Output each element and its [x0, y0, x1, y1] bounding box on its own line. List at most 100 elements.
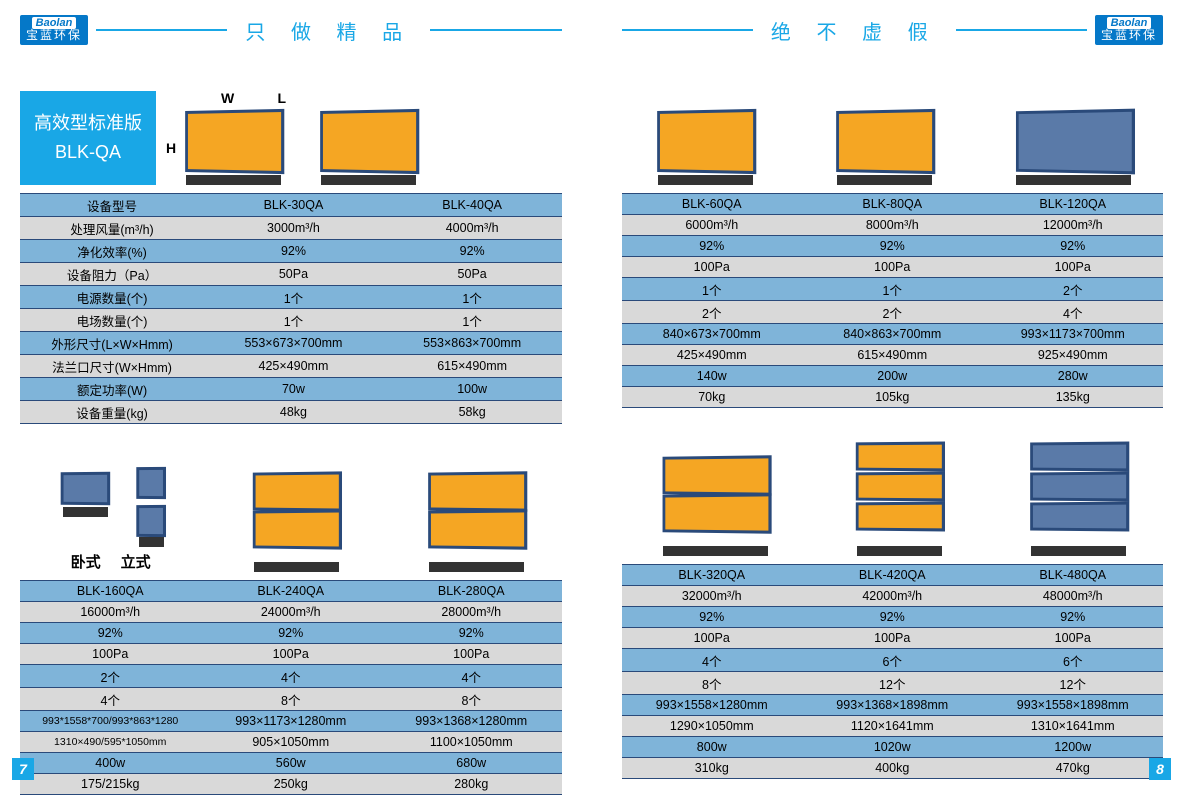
brand-logo: Baolan 宝蓝环保	[20, 15, 88, 44]
page-number-right: 8	[1149, 758, 1171, 780]
cell: 100Pa	[622, 257, 803, 278]
cell: 553×863×700mm	[383, 332, 562, 355]
cell: 1310×490/595*1050mm	[20, 732, 201, 753]
equipment-image	[842, 436, 952, 556]
cell: 1100×1050mm	[381, 732, 562, 753]
left-header: Baolan 宝蓝环保 只 做 精 品	[20, 10, 562, 50]
equipment-image	[1016, 436, 1136, 556]
cell: 12个	[802, 672, 983, 695]
row-label: 设备型号	[20, 194, 204, 217]
cell: 2个	[622, 301, 803, 324]
cell: 993×1368×1280mm	[381, 711, 562, 732]
cell: 470kg	[983, 758, 1164, 779]
right-page: 绝 不 虚 假 Baolan 宝蓝环保 BLK-60QABLK-80QABLK-…	[592, 0, 1183, 792]
cell: 400w	[20, 753, 201, 774]
brand-logo: Baolan 宝蓝环保	[1095, 15, 1163, 44]
cell: 1120×1641mm	[802, 716, 983, 737]
equipment-image	[124, 457, 174, 547]
cell: 8个	[201, 688, 382, 711]
cell: 280w	[983, 366, 1164, 387]
cell: 993×1368×1898mm	[802, 695, 983, 716]
cell: 58kg	[383, 401, 562, 424]
left-page: Baolan 宝蓝环保 只 做 精 品 高效型标准版 BLK-QA W L H	[0, 0, 592, 792]
product-row-a: 高效型标准版 BLK-QA W L H	[20, 65, 562, 185]
cell: 100Pa	[802, 257, 983, 278]
cell: 925×490mm	[983, 345, 1164, 366]
cell: 12000m³/h	[983, 215, 1164, 236]
product-title-1: 高效型标准版	[34, 109, 142, 138]
cell: 2个	[20, 665, 201, 688]
cell: 4个	[20, 688, 201, 711]
cell: BLK-120QA	[983, 194, 1164, 215]
label-horizontal: 卧式	[71, 551, 101, 572]
cell: BLK-30QA	[204, 194, 383, 217]
cell: 1个	[383, 286, 562, 309]
cell: 4个	[201, 665, 382, 688]
spec-table-d: BLK-320QABLK-420QABLK-480QA 32000m³/h420…	[622, 564, 1164, 779]
row-label: 额定功率(W)	[20, 378, 204, 401]
equipment-image	[1001, 95, 1141, 185]
equipment-image	[648, 446, 778, 556]
dim-label-w: W	[221, 90, 234, 106]
equipment-image	[414, 462, 534, 572]
product-row-b	[622, 65, 1164, 185]
cell: BLK-40QA	[383, 194, 562, 217]
cell: 1个	[622, 278, 803, 301]
cell: 100Pa	[201, 644, 382, 665]
cell: 425×490mm	[204, 355, 383, 378]
cell: 310kg	[622, 758, 803, 779]
equipment-image	[48, 457, 118, 517]
cell: 92%	[983, 607, 1164, 628]
cell: 425×490mm	[622, 345, 803, 366]
cell: 1个	[204, 309, 383, 332]
cell: 993×1173×1280mm	[201, 711, 382, 732]
spec-table-b: BLK-60QABLK-80QABLK-120QA 6000m³/h8000m³…	[622, 193, 1164, 408]
header-rule	[622, 29, 753, 31]
header-rule	[430, 29, 561, 31]
cell: 6000m³/h	[622, 215, 803, 236]
equipment-image	[822, 95, 942, 185]
cell: 2个	[802, 301, 983, 324]
cell: 12个	[983, 672, 1164, 695]
cell: 1020w	[802, 737, 983, 758]
cell: 1310×1641mm	[983, 716, 1164, 737]
right-slogan: 绝 不 虚 假	[761, 16, 948, 45]
cell: 92%	[622, 607, 803, 628]
cell: 4个	[381, 665, 562, 688]
cell: 92%	[201, 623, 382, 644]
cell: 680w	[381, 753, 562, 774]
cell: 100Pa	[622, 628, 803, 649]
cell: BLK-80QA	[802, 194, 983, 215]
cell: 993×1558×1898mm	[983, 695, 1164, 716]
row-label: 设备重量(kg)	[20, 401, 204, 424]
cell: 100Pa	[381, 644, 562, 665]
page-number-left: 7	[12, 758, 34, 780]
cell: 6个	[802, 649, 983, 672]
cell: 4个	[622, 649, 803, 672]
cell: 1290×1050mm	[622, 716, 803, 737]
row-label: 法兰口尺寸(W×Hmm)	[20, 355, 204, 378]
cell: 8个	[381, 688, 562, 711]
row-label: 电源数量(个)	[20, 286, 204, 309]
cell: 140w	[622, 366, 803, 387]
cell: BLK-60QA	[622, 194, 803, 215]
brand-cn: 宝蓝环保	[26, 29, 82, 42]
equipment-image	[306, 95, 426, 185]
cell: 4000m³/h	[383, 217, 562, 240]
header-rule	[956, 29, 1087, 31]
cell: BLK-320QA	[622, 565, 803, 586]
label-vertical: 立式	[121, 551, 151, 572]
cell: 8个	[622, 672, 803, 695]
cell: 840×863×700mm	[802, 324, 983, 345]
equipment-image: W L H	[171, 95, 291, 185]
cell: 92%	[983, 236, 1164, 257]
equipment-image	[643, 95, 763, 185]
cell: 1个	[802, 278, 983, 301]
cell: 24000m³/h	[201, 602, 382, 623]
cell: 615×490mm	[383, 355, 562, 378]
cell: 993×1173×700mm	[983, 324, 1164, 345]
cell: 905×1050mm	[201, 732, 382, 753]
spec-table-c: BLK-160QABLK-240QABLK-280QA 16000m³/h240…	[20, 580, 562, 795]
row-label: 外形尺寸(L×W×Hmm)	[20, 332, 204, 355]
cell: 8000m³/h	[802, 215, 983, 236]
